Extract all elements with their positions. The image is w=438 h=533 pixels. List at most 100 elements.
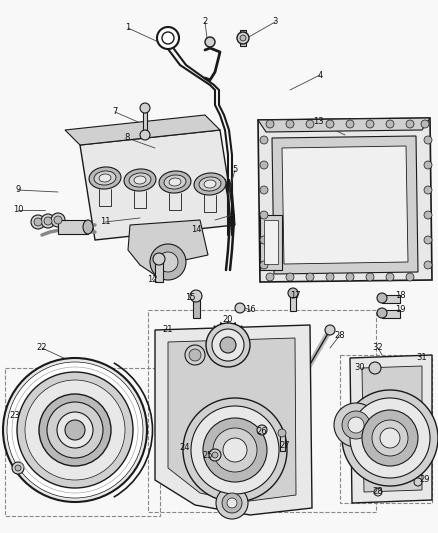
Circle shape: [260, 261, 268, 269]
Circle shape: [424, 186, 432, 194]
Text: 4: 4: [318, 70, 323, 79]
Circle shape: [203, 418, 267, 482]
Polygon shape: [168, 338, 296, 502]
Circle shape: [153, 253, 165, 265]
Circle shape: [25, 380, 125, 480]
Circle shape: [260, 236, 268, 244]
Circle shape: [406, 120, 414, 128]
Circle shape: [190, 290, 202, 302]
Circle shape: [12, 462, 24, 474]
Bar: [340, 355, 432, 503]
Text: 22: 22: [37, 343, 47, 352]
Circle shape: [366, 273, 374, 281]
Circle shape: [212, 452, 218, 458]
Circle shape: [44, 217, 52, 225]
Circle shape: [421, 120, 429, 128]
Circle shape: [286, 120, 294, 128]
Polygon shape: [80, 130, 235, 240]
Circle shape: [41, 214, 55, 228]
Polygon shape: [258, 118, 430, 132]
Text: 18: 18: [395, 290, 405, 300]
Bar: [280, 435, 285, 451]
Bar: [382, 295, 400, 303]
Circle shape: [222, 493, 242, 513]
Circle shape: [348, 417, 364, 433]
Circle shape: [39, 394, 111, 466]
Bar: [155, 260, 163, 282]
Circle shape: [185, 345, 205, 365]
Circle shape: [306, 120, 314, 128]
Circle shape: [31, 215, 45, 229]
Polygon shape: [282, 146, 408, 264]
Circle shape: [278, 429, 286, 437]
Text: 15: 15: [185, 294, 195, 303]
Circle shape: [220, 337, 236, 353]
Text: 11: 11: [100, 217, 110, 227]
Polygon shape: [258, 118, 432, 282]
Circle shape: [424, 211, 432, 219]
Circle shape: [350, 398, 430, 478]
Ellipse shape: [169, 178, 181, 186]
Text: 3: 3: [272, 18, 278, 27]
Circle shape: [342, 411, 370, 439]
Circle shape: [374, 488, 382, 496]
Circle shape: [266, 273, 274, 281]
Circle shape: [424, 261, 432, 269]
Text: 25: 25: [203, 450, 213, 459]
Bar: [290, 295, 296, 311]
Circle shape: [342, 390, 438, 486]
Circle shape: [51, 213, 65, 227]
Ellipse shape: [99, 174, 111, 182]
Circle shape: [212, 329, 244, 361]
Circle shape: [7, 362, 143, 498]
Circle shape: [334, 403, 378, 447]
Bar: [264, 220, 278, 264]
Circle shape: [260, 186, 268, 194]
Text: 17: 17: [290, 290, 300, 300]
Polygon shape: [272, 136, 418, 274]
Text: 1: 1: [125, 23, 131, 33]
Circle shape: [266, 120, 274, 128]
Circle shape: [346, 120, 354, 128]
Text: 31: 31: [417, 353, 427, 362]
Circle shape: [386, 273, 394, 281]
Circle shape: [237, 32, 249, 44]
Circle shape: [213, 428, 257, 472]
Text: 29: 29: [420, 475, 430, 484]
Circle shape: [424, 136, 432, 144]
Circle shape: [424, 236, 432, 244]
Bar: [240, 30, 246, 46]
Ellipse shape: [204, 180, 216, 188]
Circle shape: [424, 161, 432, 169]
Circle shape: [377, 293, 387, 303]
Circle shape: [216, 487, 248, 519]
Circle shape: [257, 425, 267, 435]
Circle shape: [209, 449, 221, 461]
Circle shape: [54, 216, 62, 224]
Circle shape: [57, 412, 93, 448]
Text: 10: 10: [13, 206, 23, 214]
Circle shape: [325, 325, 335, 335]
Circle shape: [158, 252, 178, 272]
Circle shape: [140, 103, 150, 113]
Text: 2: 2: [202, 18, 208, 27]
Circle shape: [34, 218, 42, 226]
Bar: [148, 310, 376, 512]
Text: 27: 27: [280, 440, 290, 449]
Polygon shape: [362, 366, 422, 492]
Circle shape: [414, 478, 422, 486]
Circle shape: [140, 130, 150, 140]
Polygon shape: [350, 355, 432, 503]
Bar: [5, 368, 160, 516]
Circle shape: [380, 428, 400, 448]
Text: 32: 32: [373, 343, 383, 352]
Circle shape: [205, 37, 215, 47]
Circle shape: [260, 211, 268, 219]
Text: 28: 28: [373, 488, 383, 497]
Text: 30: 30: [355, 364, 365, 373]
Ellipse shape: [83, 220, 93, 234]
Circle shape: [386, 120, 394, 128]
Bar: [143, 112, 147, 132]
Bar: [193, 298, 200, 318]
Circle shape: [227, 498, 237, 508]
